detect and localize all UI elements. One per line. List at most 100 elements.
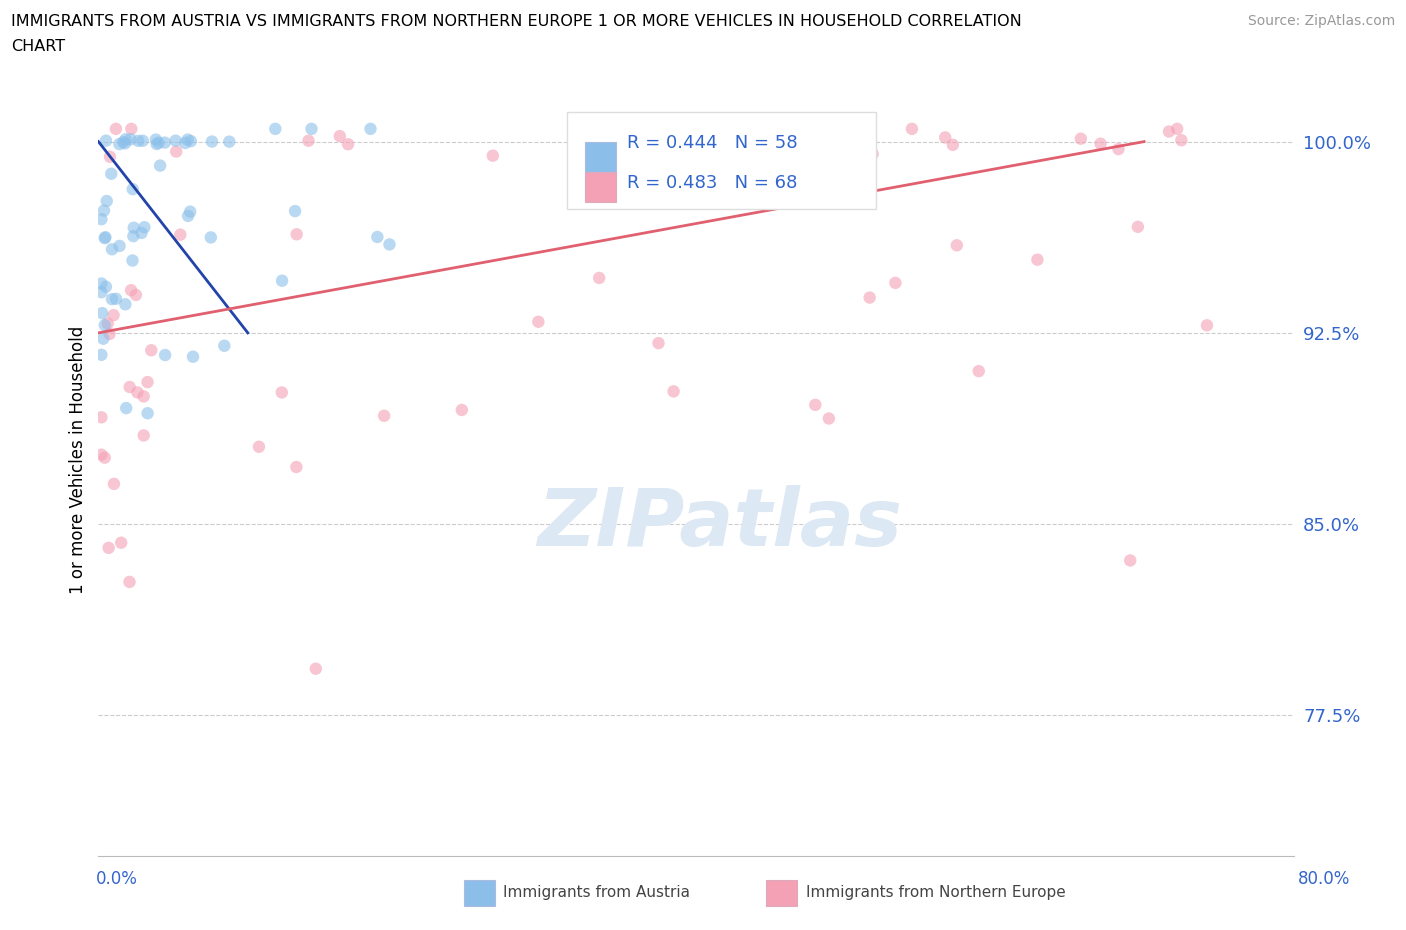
Point	[214, 339, 236, 353]
Point	[360, 122, 382, 137]
Y-axis label: 1 or more Vehicles in Household: 1 or more Vehicles in Household	[69, 326, 87, 594]
Point	[125, 287, 148, 302]
Point	[174, 136, 197, 151]
Point	[132, 428, 155, 443]
Point	[165, 133, 187, 148]
Text: 0.0%: 0.0%	[96, 870, 138, 888]
Point	[90, 276, 112, 291]
Point	[148, 135, 170, 150]
Point	[131, 133, 153, 148]
Point	[96, 193, 118, 208]
Point	[127, 133, 149, 148]
Point	[1157, 124, 1180, 139]
Text: CHART: CHART	[11, 39, 65, 54]
Point	[588, 176, 610, 191]
Point	[90, 285, 112, 299]
Point	[169, 227, 191, 242]
Point	[934, 130, 956, 145]
Point	[122, 229, 145, 244]
Point	[103, 476, 125, 491]
Point	[218, 134, 240, 149]
Point	[98, 326, 121, 341]
Text: IMMIGRANTS FROM AUSTRIA VS IMMIGRANTS FROM NORTHERN EUROPE 1 OR MORE VEHICLES IN: IMMIGRANTS FROM AUSTRIA VS IMMIGRANTS FR…	[11, 14, 1022, 29]
Point	[305, 661, 328, 676]
Point	[131, 225, 153, 240]
Point	[94, 133, 117, 148]
Point	[165, 144, 187, 159]
Point	[824, 148, 846, 163]
Point	[648, 159, 671, 174]
Point	[180, 134, 202, 149]
Point	[1026, 252, 1049, 267]
Point	[662, 384, 685, 399]
Point	[118, 379, 141, 394]
Point	[201, 134, 224, 149]
Point	[946, 238, 969, 253]
Text: Immigrants from Austria: Immigrants from Austria	[503, 885, 690, 900]
Point	[378, 237, 401, 252]
Point	[636, 156, 658, 171]
Point	[94, 231, 117, 246]
Point	[141, 343, 163, 358]
Point	[134, 219, 156, 234]
Text: 80.0%: 80.0%	[1298, 870, 1350, 888]
Point	[93, 450, 115, 465]
Point	[120, 132, 142, 147]
Point	[114, 136, 136, 151]
Point	[153, 348, 176, 363]
Point	[264, 122, 287, 137]
Point	[450, 403, 472, 418]
Point	[482, 148, 505, 163]
Point	[145, 132, 167, 147]
Point	[94, 318, 117, 333]
Point	[270, 385, 292, 400]
Point	[115, 401, 138, 416]
Point	[588, 271, 610, 286]
Point	[297, 133, 319, 148]
Point	[94, 230, 117, 245]
Point	[1126, 219, 1149, 234]
Point	[647, 336, 669, 351]
Point	[153, 135, 176, 150]
Point	[103, 308, 125, 323]
Text: R = 0.483   N = 68: R = 0.483 N = 68	[627, 174, 797, 192]
Point	[942, 138, 965, 153]
Point	[329, 128, 352, 143]
Point	[94, 279, 117, 294]
Text: Immigrants from Northern Europe: Immigrants from Northern Europe	[806, 885, 1066, 900]
Point	[1170, 133, 1192, 148]
Point	[1166, 122, 1188, 137]
Point	[804, 397, 827, 412]
Point	[101, 292, 124, 307]
Point	[181, 350, 204, 365]
Point	[108, 238, 131, 253]
Point	[114, 132, 136, 147]
Point	[247, 439, 270, 454]
Point	[179, 205, 201, 219]
Point	[91, 306, 114, 321]
Point	[121, 253, 143, 268]
Point	[136, 405, 159, 420]
Point	[90, 212, 112, 227]
Point	[98, 150, 121, 165]
Point	[884, 275, 907, 290]
Point	[90, 348, 112, 363]
Point	[136, 375, 159, 390]
Point	[1107, 141, 1129, 156]
Point	[104, 122, 127, 137]
Point	[91, 331, 114, 346]
Point	[1090, 137, 1112, 152]
Point	[862, 146, 884, 161]
Text: ZIPatlas: ZIPatlas	[537, 485, 903, 563]
Point	[110, 536, 132, 551]
Point	[859, 290, 882, 305]
Point	[1119, 553, 1142, 568]
Point	[90, 447, 112, 462]
Point	[967, 364, 990, 379]
Point	[285, 227, 308, 242]
Point	[114, 297, 136, 312]
Point	[120, 122, 142, 137]
Point	[145, 137, 167, 152]
Point	[121, 181, 143, 196]
Point	[373, 408, 395, 423]
